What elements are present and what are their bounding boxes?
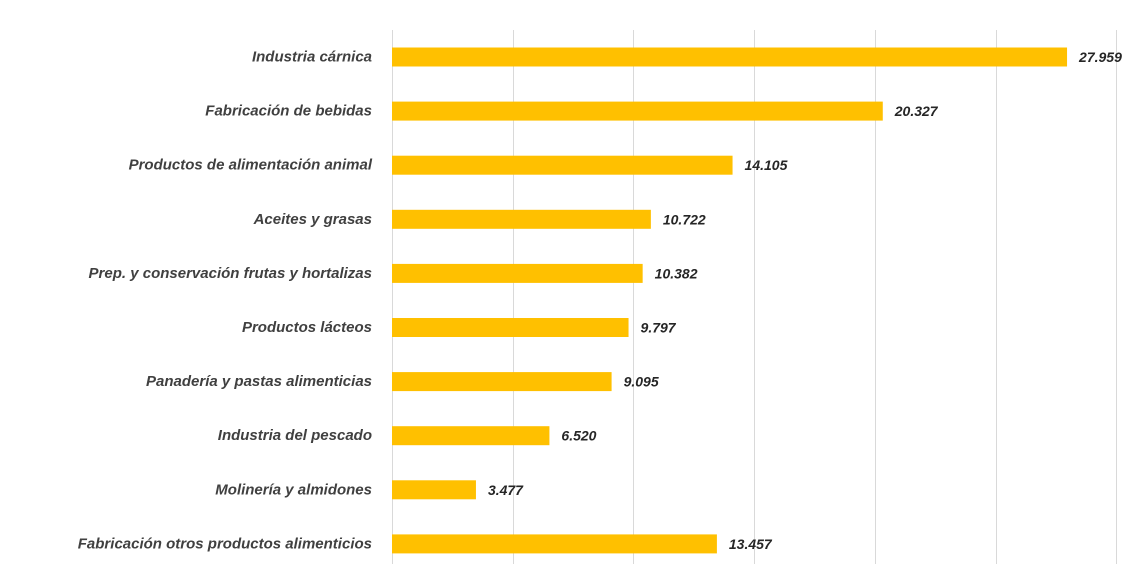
value-label: 9.797: [641, 320, 677, 336]
value-label: 14.105: [745, 157, 788, 173]
bar: [392, 534, 717, 554]
category-label: Fabricación otros productos alimenticios: [78, 535, 372, 552]
category-labels: Industria cárnica Fabricación de bebidas P…: [78, 49, 373, 553]
value-label: 13.457: [729, 536, 773, 552]
category-label: Industria del pescado: [218, 427, 372, 444]
bar: [392, 263, 643, 283]
category-label: Industria cárnica: [252, 49, 372, 66]
value-label: 10.382: [655, 265, 698, 281]
value-labels: 27.959 20.327 14.105 10.722 10.382 9.797 9.095…: [488, 49, 1122, 552]
value-label: 20.327: [894, 103, 939, 119]
category-label: Productos lácteos: [242, 319, 372, 336]
category-label: Productos de alimentación animal: [129, 157, 373, 174]
bar: [392, 101, 883, 121]
value-label: 10.722: [663, 211, 706, 227]
bar: [392, 209, 651, 229]
bar: [392, 372, 612, 392]
bar: [392, 480, 476, 500]
bars: [392, 47, 1068, 554]
bar: [392, 155, 733, 175]
category-label: Prep. y conservación frutas y hortalizas: [89, 265, 372, 282]
bar: [392, 426, 550, 446]
value-label: 27.959: [1078, 49, 1122, 65]
category-label: Fabricación de bebidas: [205, 103, 372, 120]
category-label: Molinería y almidones: [215, 481, 372, 498]
bar: [392, 47, 1068, 67]
category-label: Aceites y grasas: [253, 211, 372, 228]
value-label: 3.477: [488, 482, 524, 498]
value-label: 6.520: [561, 428, 596, 444]
bar: [392, 318, 629, 337]
value-label: 9.095: [624, 374, 659, 390]
category-label: Panadería y pastas alimenticias: [146, 373, 372, 390]
